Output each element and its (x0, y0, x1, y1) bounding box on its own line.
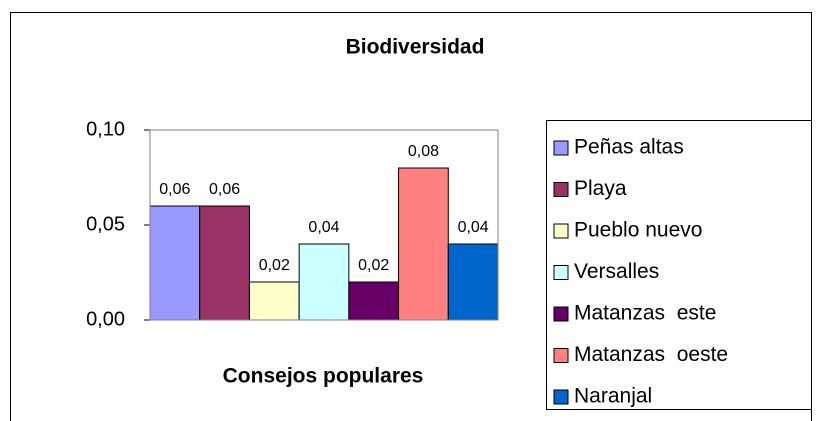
data-label: 0,02 (358, 257, 389, 274)
legend-label: Peñas altas (574, 136, 684, 159)
bar (248, 281, 300, 321)
legend-label: Naranjal (574, 385, 652, 408)
legend-swatch (553, 348, 569, 363)
bar (199, 205, 250, 321)
bar (447, 243, 499, 321)
legend-swatch (553, 265, 569, 280)
legend (546, 120, 812, 410)
legend-label: Matanzas este (574, 302, 716, 325)
y-tick-label: 0,00 (86, 308, 125, 330)
data-label: 0,06 (209, 181, 240, 198)
plot-border (149, 129, 499, 321)
legend-label: Pueblo nuevo (574, 219, 702, 242)
bar (298, 243, 350, 321)
data-label: 0,02 (259, 257, 290, 274)
bar (348, 281, 400, 321)
bar (149, 205, 201, 321)
legend-swatch (553, 182, 569, 197)
data-label: 0,06 (159, 181, 190, 198)
data-label: 0,04 (308, 219, 339, 236)
data-label: 0,04 (458, 219, 489, 236)
x-axis-label: Consejos populares (223, 365, 424, 388)
legend-label: Playa (574, 177, 627, 200)
legend-label: Versalles (574, 260, 659, 283)
data-label: 0,08 (408, 143, 439, 160)
chart-title: Biodiversidad (346, 36, 485, 59)
legend-swatch (553, 306, 569, 322)
y-tick-label: 0,05 (86, 213, 125, 235)
bar (398, 167, 449, 321)
y-tick-label: 0,10 (86, 118, 125, 140)
legend-label: Matanzas oeste (574, 343, 728, 366)
legend-swatch (553, 140, 569, 156)
legend-swatch (553, 389, 569, 405)
legend-swatch (553, 223, 569, 239)
